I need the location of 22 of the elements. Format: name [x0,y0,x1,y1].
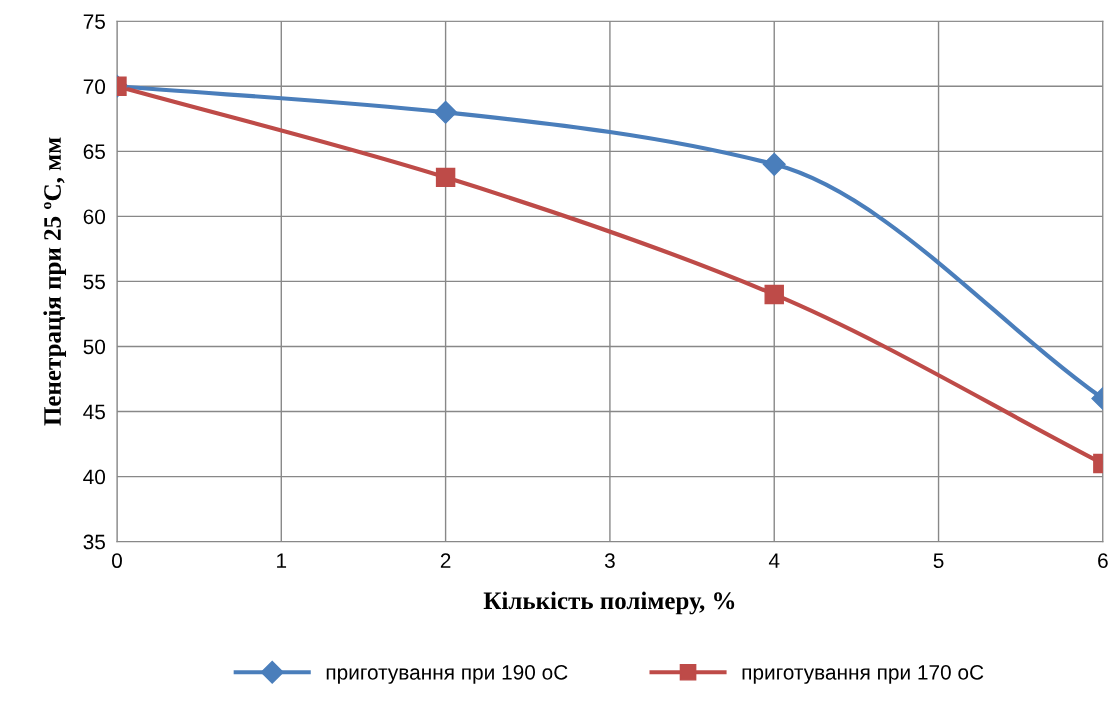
x-tick-label: 4 [768,553,780,568]
legend-label: приготування при 190 оС [326,665,568,684]
x-tick-label: 0 [111,553,122,569]
x-tick-label: 2 [440,553,451,568]
y-tick-label: 35 [83,534,105,550]
y-tick-label: 40 [83,469,106,485]
x-tick-label: 6 [1098,553,1108,569]
legend-label: приготування при 170 оС [742,665,984,684]
x-tick-label: 5 [933,553,944,569]
y-tick-label: 70 [83,79,106,95]
point [434,100,458,124]
y-axis-title: Пенетрація при 25 ºС, мм [43,137,67,426]
x-tick-label: 3 [604,553,615,569]
y-tick-label: 55 [83,274,105,290]
y-tick-label: 45 [83,404,105,420]
y-tick-label: 50 [83,339,106,355]
x-axis-title: Кількість полімеру, % [483,591,735,615]
x-tick-label: 1 [277,553,287,568]
y-tick-label: 60 [83,209,106,225]
y-tick-label: 65 [83,144,105,160]
point [762,152,786,176]
y-tick-label: 75 [83,14,105,29]
